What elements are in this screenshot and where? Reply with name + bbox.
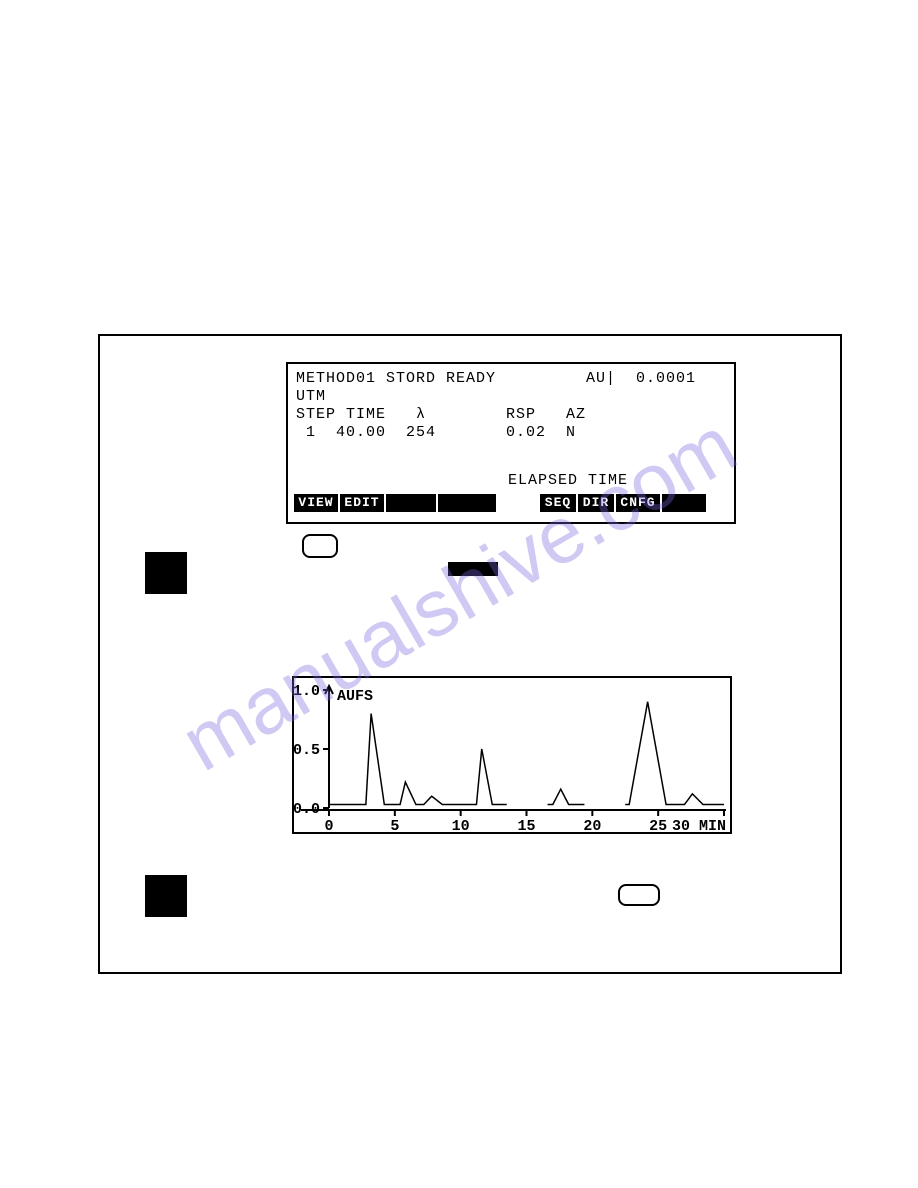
svg-text:AUFS: AUFS (337, 688, 373, 705)
indicator-bar (448, 562, 498, 576)
column-headers: STEP TIME λ RSP AZ (296, 406, 586, 423)
menu-button-blank (386, 494, 436, 512)
elapsed-time-label: ELAPSED TIME (508, 472, 628, 489)
svg-text:0.0: 0.0 (294, 801, 320, 818)
svg-text:15: 15 (517, 818, 535, 835)
svg-text:1.0: 1.0 (294, 683, 320, 700)
data-row: 1 40.00 254 0.02 N (296, 424, 576, 441)
svg-text:10: 10 (452, 818, 470, 835)
menu-button-cnfg[interactable]: CNFG (616, 494, 660, 512)
menu-button-view[interactable]: VIEW (294, 494, 338, 512)
chromatogram-chart: 0.0 0.5 1.0 AUFS 0 5 10 15 20 25 30 MIN (292, 676, 732, 834)
softkey-button-2[interactable] (618, 884, 660, 906)
menu-button-blank (662, 494, 706, 512)
indicator-square-2 (145, 875, 187, 917)
lcd-screen-top: METHOD01 STORD READY AU| 0.0001 UTM STEP… (286, 362, 736, 524)
svg-text:30 MIN: 30 MIN (672, 818, 726, 835)
svg-text:5: 5 (390, 818, 399, 835)
indicator-square-1 (145, 552, 187, 594)
menu-button-edit[interactable]: EDIT (340, 494, 384, 512)
softkey-button-1[interactable] (302, 534, 338, 558)
status-line: METHOD01 STORD READY AU| 0.0001 (296, 370, 696, 387)
menu-button-seq[interactable]: SEQ (540, 494, 576, 512)
menu-button-blank (438, 494, 496, 512)
utm-line: UTM (296, 388, 326, 405)
svg-text:20: 20 (583, 818, 601, 835)
svg-text:0: 0 (324, 818, 333, 835)
svg-text:0.5: 0.5 (294, 742, 320, 759)
svg-text:25: 25 (649, 818, 667, 835)
menu-button-dir[interactable]: DIR (578, 494, 614, 512)
chart-svg: 0.0 0.5 1.0 AUFS 0 5 10 15 20 25 30 MIN (294, 678, 734, 836)
